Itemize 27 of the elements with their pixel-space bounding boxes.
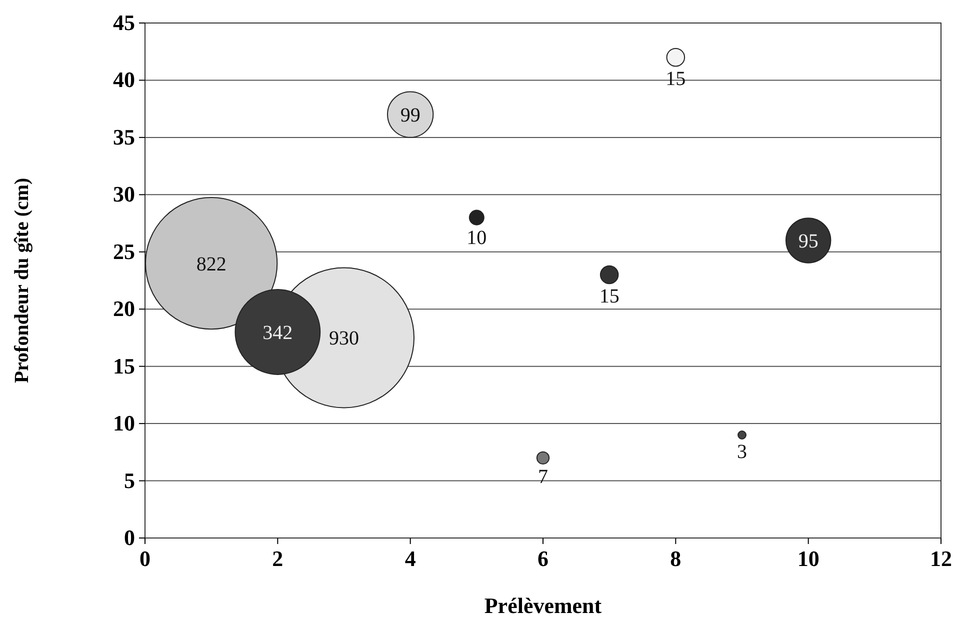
y-tick-label: 5 <box>124 468 135 493</box>
y-axis-title: Profondeur du gîte (cm) <box>11 178 33 384</box>
x-tick-label: 12 <box>930 546 952 571</box>
x-axis-title: Prélèvement <box>484 593 602 618</box>
data-label: 15 <box>599 286 620 308</box>
y-tick-label: 25 <box>113 238 135 264</box>
data-label: 95 <box>798 230 818 252</box>
x-tick-label: 6 <box>538 546 548 571</box>
data-label: 10 <box>466 226 487 249</box>
x-tick-label: 10 <box>797 546 820 571</box>
data-label: 822 <box>196 253 226 276</box>
data-label: 930 <box>329 328 359 350</box>
y-tick-label: 45 <box>113 10 135 35</box>
data-label: 99 <box>400 104 420 127</box>
x-tick-label: 0 <box>140 546 150 571</box>
y-tick-label: 20 <box>113 296 135 322</box>
y-tick-label: 10 <box>113 410 135 436</box>
data-label: 3 <box>737 440 747 463</box>
x-tick-label: 8 <box>670 546 682 571</box>
y-tick-label: 0 <box>124 525 135 550</box>
data-label: 342 <box>262 322 293 344</box>
y-tick-label: 30 <box>113 182 135 207</box>
x-tick-label: 2 <box>272 546 284 571</box>
y-tick-label: 15 <box>113 353 135 378</box>
y-tick-label: 40 <box>113 67 135 92</box>
y-tick-label: 35 <box>113 124 135 150</box>
x-tick-label: 4 <box>404 546 416 571</box>
